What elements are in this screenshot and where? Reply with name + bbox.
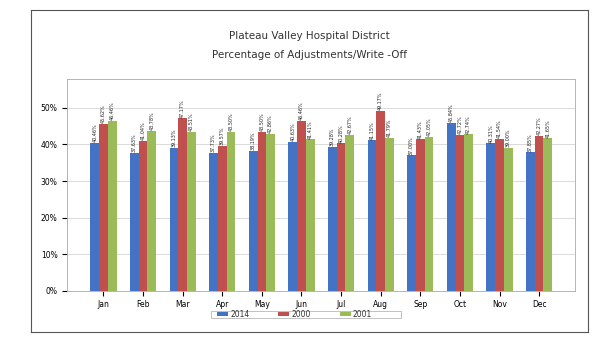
Text: 39.13%: 39.13% <box>171 128 176 147</box>
Bar <box>376 111 385 291</box>
Bar <box>209 153 218 291</box>
Text: 40.46%: 40.46% <box>92 123 97 142</box>
Text: 43.50%: 43.50% <box>228 112 234 131</box>
Bar <box>288 142 297 291</box>
Text: 42.72%: 42.72% <box>457 115 463 134</box>
Bar <box>170 148 178 291</box>
Text: 2000: 2000 <box>292 310 311 319</box>
Bar <box>108 121 116 291</box>
Text: 39.00%: 39.00% <box>506 129 511 147</box>
Text: 42.74%: 42.74% <box>466 115 471 134</box>
Text: 45.84%: 45.84% <box>449 104 453 122</box>
Bar <box>187 132 196 291</box>
Text: 37.85%: 37.85% <box>528 133 533 152</box>
Text: 43.50%: 43.50% <box>259 112 264 131</box>
Bar <box>266 134 275 291</box>
Text: 43.78%: 43.78% <box>149 111 154 130</box>
Bar <box>495 139 504 291</box>
Text: 42.27%: 42.27% <box>537 117 542 135</box>
Text: 40.63%: 40.63% <box>290 123 295 142</box>
Text: 38.19%: 38.19% <box>251 132 256 150</box>
Bar <box>337 143 345 291</box>
Text: 2014: 2014 <box>231 310 250 319</box>
Text: 41.41%: 41.41% <box>308 120 313 139</box>
Text: 2001: 2001 <box>353 310 372 319</box>
Bar <box>249 151 258 291</box>
Text: 41.79%: 41.79% <box>387 119 392 137</box>
Bar <box>178 118 187 291</box>
Bar <box>226 132 236 291</box>
Text: 41.43%: 41.43% <box>418 120 423 139</box>
Text: 41.54%: 41.54% <box>497 119 502 138</box>
Text: 40.31%: 40.31% <box>488 124 493 143</box>
Bar <box>447 123 455 291</box>
Bar <box>425 137 433 291</box>
Text: 41.65%: 41.65% <box>545 119 550 138</box>
Bar <box>543 139 552 291</box>
Text: 39.28%: 39.28% <box>330 128 335 146</box>
Text: Percentage of Adjustments/Write -Off: Percentage of Adjustments/Write -Off <box>212 50 406 60</box>
Text: 40.28%: 40.28% <box>338 124 343 143</box>
Bar <box>139 141 147 291</box>
Bar <box>130 153 139 291</box>
Text: 41.04%: 41.04% <box>141 121 146 140</box>
Text: 46.46%: 46.46% <box>110 102 114 120</box>
Text: 47.17%: 47.17% <box>180 99 185 118</box>
Bar <box>526 152 535 291</box>
Text: 39.57%: 39.57% <box>220 127 225 145</box>
Bar <box>345 135 354 291</box>
Bar <box>368 140 376 291</box>
Bar <box>328 147 337 291</box>
Text: 37.00%: 37.00% <box>409 136 414 155</box>
Bar <box>535 136 543 291</box>
Bar <box>455 134 465 291</box>
Text: 46.46%: 46.46% <box>299 102 304 120</box>
Bar <box>407 155 416 291</box>
Bar <box>385 138 394 291</box>
Bar <box>147 131 156 291</box>
Bar <box>465 134 473 291</box>
Bar <box>297 121 306 291</box>
Bar <box>504 148 513 291</box>
Text: 42.67%: 42.67% <box>348 115 353 134</box>
Text: 41.15%: 41.15% <box>370 121 375 140</box>
Text: 45.62%: 45.62% <box>101 105 106 123</box>
Text: 37.73%: 37.73% <box>211 133 216 152</box>
Bar <box>306 139 315 291</box>
Bar <box>91 143 99 291</box>
Bar <box>416 139 425 291</box>
Bar <box>487 143 495 291</box>
Text: 42.05%: 42.05% <box>427 118 431 136</box>
Text: 37.63%: 37.63% <box>132 134 137 153</box>
Text: 49.17%: 49.17% <box>378 92 383 110</box>
Text: Plateau Valley Hospital District: Plateau Valley Hospital District <box>229 31 389 41</box>
Text: 43.51%: 43.51% <box>189 112 194 131</box>
Bar <box>218 146 226 291</box>
Bar <box>99 124 108 291</box>
Text: 42.86%: 42.86% <box>268 115 273 133</box>
Bar <box>258 132 266 291</box>
